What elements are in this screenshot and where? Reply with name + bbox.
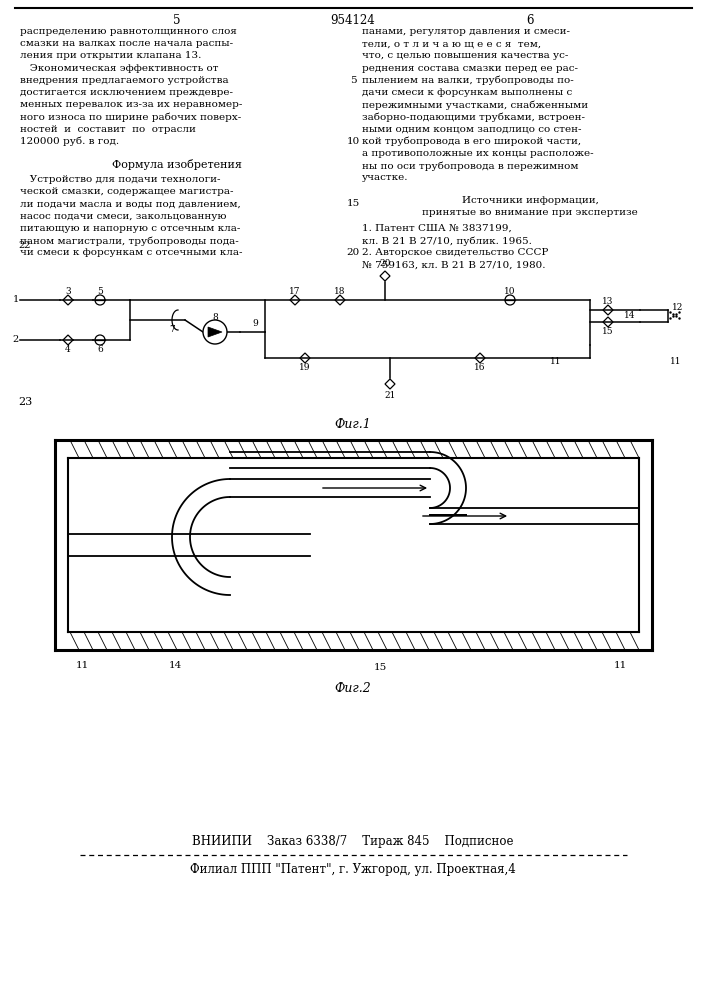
Text: заборно-подающими трубками, встроен-: заборно-подающими трубками, встроен- [362, 112, 585, 122]
Polygon shape [208, 327, 222, 337]
Text: 8: 8 [212, 312, 218, 322]
Text: 6: 6 [97, 344, 103, 354]
Text: 18: 18 [334, 286, 346, 296]
Text: тели, о т л и ч а ю щ е е с я  тем,: тели, о т л и ч а ю щ е е с я тем, [362, 39, 541, 48]
Text: питающую и напорную с отсечным кла-: питающую и напорную с отсечным кла- [20, 224, 240, 233]
Text: 20: 20 [346, 248, 360, 257]
Text: 9: 9 [252, 320, 258, 328]
Circle shape [203, 320, 227, 344]
Text: 5: 5 [97, 286, 103, 296]
Text: 23: 23 [18, 397, 32, 407]
Text: 2. Авторское свидетельство СССР: 2. Авторское свидетельство СССР [362, 248, 549, 257]
Text: достигается исключением преждевре-: достигается исключением преждевре- [20, 88, 233, 97]
Text: 6: 6 [526, 14, 534, 27]
Text: № 759163, кл. В 21 В 27/10, 1980.: № 759163, кл. В 21 В 27/10, 1980. [362, 261, 546, 270]
Text: Формула изобретения: Формула изобретения [112, 159, 242, 170]
Text: участке.: участке. [362, 173, 409, 182]
Text: 17: 17 [289, 286, 300, 296]
Text: 21: 21 [385, 391, 396, 400]
Text: кл. В 21 В 27/10, публик. 1965.: кл. В 21 В 27/10, публик. 1965. [362, 236, 532, 246]
Text: 954124: 954124 [331, 14, 375, 27]
Text: 19: 19 [299, 363, 311, 372]
Text: Устройство для подачи технологи-: Устройство для подачи технологи- [20, 175, 221, 184]
Text: ческой смазки, содержащее магистра-: ческой смазки, содержащее магистра- [20, 187, 233, 196]
Text: 5: 5 [350, 76, 356, 85]
Text: 10: 10 [346, 137, 360, 146]
Text: что, с целью повышения качества ус-: что, с целью повышения качества ус- [362, 51, 568, 60]
Text: 1. Патент США № 3837199,: 1. Патент США № 3837199, [362, 224, 512, 233]
Text: Источники информации,: Источники информации, [462, 196, 598, 205]
Text: Экономическая эффективность от: Экономическая эффективность от [20, 64, 218, 73]
Text: смазки на валках после начала распы-: смазки на валках после начала распы- [20, 39, 233, 48]
Text: 14: 14 [168, 660, 182, 670]
Text: распределению равнотолщинного слоя: распределению равнотолщинного слоя [20, 27, 237, 36]
Text: 1: 1 [13, 296, 19, 304]
Text: менных перевалок из-за их неравномер-: менных перевалок из-за их неравномер- [20, 100, 243, 109]
Text: 4: 4 [65, 344, 71, 354]
Text: Фиг.2: Фиг.2 [334, 682, 371, 695]
Text: ВНИИПИ    Заказ 6338/7    Тираж 845    Подписное: ВНИИПИ Заказ 6338/7 Тираж 845 Подписное [192, 835, 514, 848]
Text: Филиал ППП "Патент", г. Ужгород, ул. Проектная,4: Филиал ППП "Патент", г. Ужгород, ул. Про… [190, 863, 516, 876]
Text: ны по оси трубопровода в пережимном: ны по оси трубопровода в пережимном [362, 161, 578, 171]
Text: кой трубопровода в его широкой части,: кой трубопровода в его широкой части, [362, 137, 581, 146]
Text: ностей  и  составит  по  отрасли: ностей и составит по отрасли [20, 125, 196, 134]
Text: 5: 5 [173, 14, 181, 27]
Text: внедрения предлагаемого устройства: внедрения предлагаемого устройства [20, 76, 228, 85]
Text: ного износа по ширине рабочих поверх-: ного износа по ширине рабочих поверх- [20, 112, 241, 122]
Text: принятые во внимание при экспертизе: принятые во внимание при экспертизе [422, 208, 638, 217]
Text: ли подачи масла и воды под давлением,: ли подачи масла и воды под давлением, [20, 199, 241, 208]
Text: насос подачи смеси, закольцованную: насос подачи смеси, закольцованную [20, 212, 226, 221]
Text: ления при открытии клапана 13.: ления при открытии клапана 13. [20, 51, 201, 60]
Text: 120000 руб. в год.: 120000 руб. в год. [20, 137, 119, 146]
Text: 15: 15 [373, 664, 387, 672]
Text: Фиг.1: Фиг.1 [334, 418, 371, 431]
Text: дачи смеси к форсункам выполнены с: дачи смеси к форсункам выполнены с [362, 88, 572, 97]
Text: панами, регулятор давления и смеси-: панами, регулятор давления и смеси- [362, 27, 570, 36]
Text: 7: 7 [169, 324, 175, 334]
Text: 11: 11 [550, 358, 562, 366]
Text: а противоположные их концы расположе-: а противоположные их концы расположе- [362, 149, 594, 158]
Text: пылением на валки, трубопроводы по-: пылением на валки, трубопроводы по- [362, 76, 574, 85]
Text: 11: 11 [614, 660, 626, 670]
Text: 2: 2 [13, 336, 19, 344]
Text: 14: 14 [624, 312, 636, 320]
Text: 11: 11 [76, 660, 88, 670]
Text: паном магистрали, трубопроводы пода-: паном магистрали, трубопроводы пода- [20, 236, 239, 245]
Text: 13: 13 [602, 296, 614, 306]
Text: 22: 22 [19, 241, 31, 250]
Text: реднения состава смазки перед ее рас-: реднения состава смазки перед ее рас- [362, 64, 578, 73]
Text: пережимными участками, снабженными: пережимными участками, снабженными [362, 100, 588, 110]
Text: 15: 15 [346, 199, 360, 208]
Text: чи смеси к форсункам с отсечными кла-: чи смеси к форсункам с отсечными кла- [20, 248, 243, 257]
Text: 15: 15 [602, 326, 614, 336]
Text: 12: 12 [672, 304, 684, 312]
Text: 11: 11 [670, 358, 682, 366]
Text: 3: 3 [65, 286, 71, 296]
Text: 10: 10 [504, 286, 515, 296]
Text: 16: 16 [474, 363, 486, 372]
Text: ными одним концом заподлицо со стен-: ными одним концом заподлицо со стен- [362, 125, 581, 134]
Text: 20: 20 [380, 259, 391, 268]
